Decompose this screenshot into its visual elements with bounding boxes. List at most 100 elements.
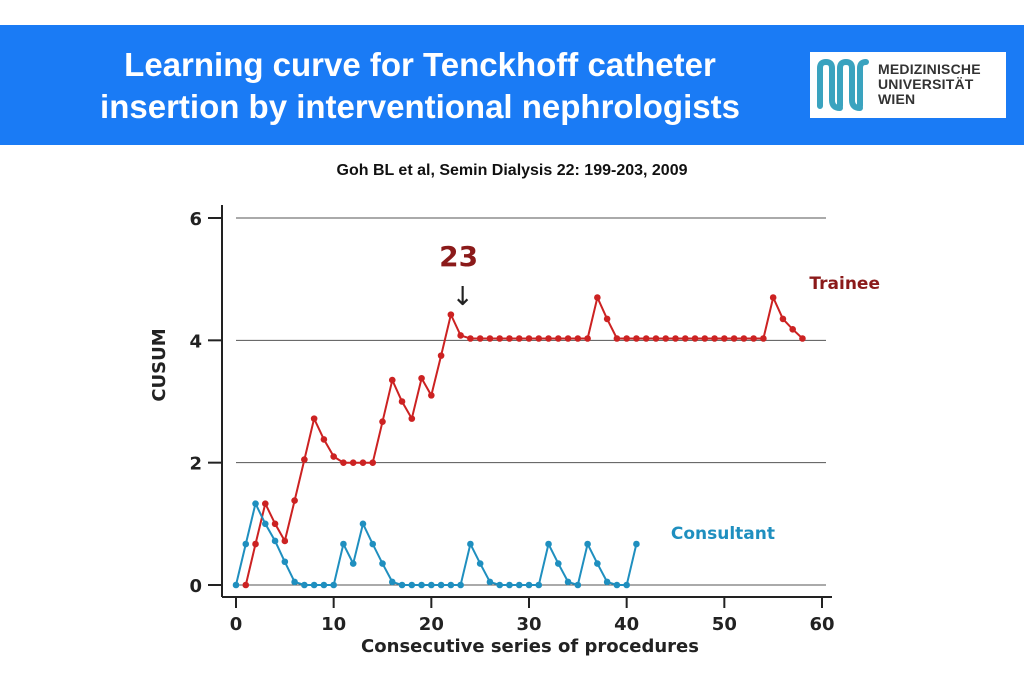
data-point (603, 578, 611, 586)
data-point (613, 581, 621, 589)
data-point (447, 311, 455, 318)
data-point (457, 332, 464, 339)
data-point (281, 537, 289, 545)
data-point (603, 315, 611, 323)
data-point (525, 335, 533, 342)
data-point (320, 436, 328, 443)
data-point (525, 581, 533, 589)
x-tick-label: 0 (230, 614, 243, 635)
series-line (235, 500, 638, 587)
y-tick-label: 2 (189, 454, 202, 475)
data-point (730, 335, 738, 342)
logo-line-3: WIEN (878, 91, 916, 107)
data-point (564, 578, 572, 586)
data-point (310, 581, 318, 589)
data-point (701, 335, 709, 342)
data-point (594, 560, 601, 567)
series-line (244, 294, 804, 586)
data-point (291, 497, 298, 504)
data-point (535, 581, 543, 589)
trainee-label: Trainee (809, 274, 880, 294)
data-point (437, 581, 445, 589)
data-point (242, 540, 250, 548)
data-point (349, 560, 357, 567)
data-point (769, 294, 777, 301)
x-tick-label: 10 (321, 614, 346, 635)
data-point (418, 581, 425, 589)
data-point (623, 335, 630, 342)
logo-mark-icon (817, 58, 869, 111)
data-point (476, 560, 484, 567)
data-point (232, 581, 240, 589)
data-point (252, 500, 259, 507)
data-point (506, 581, 513, 589)
data-point (262, 500, 269, 507)
series-consultant (232, 500, 640, 589)
annotation-label: 23 (439, 240, 478, 273)
data-point (428, 392, 435, 399)
data-point (496, 581, 504, 589)
data-point (301, 456, 308, 463)
title-line-2: insertion by interventional nephrologist… (100, 88, 740, 125)
data-point (721, 335, 728, 342)
data-point (584, 335, 591, 342)
data-point (623, 581, 630, 589)
x-tick-label: 20 (419, 614, 444, 635)
data-point (340, 540, 347, 548)
data-point (398, 398, 406, 405)
data-point (379, 560, 386, 567)
citation: Goh BL et al, Semin Dialysis 22: 199-203… (336, 162, 688, 179)
data-point (662, 335, 670, 342)
data-point (398, 581, 406, 589)
data-point (740, 335, 748, 342)
annotation-arrow: ↓ (452, 282, 474, 312)
data-point (486, 335, 494, 342)
data-point (369, 540, 377, 548)
data-point (574, 581, 582, 589)
data-point (594, 294, 601, 301)
data-point (613, 335, 621, 342)
data-point (359, 459, 367, 466)
data-point (545, 335, 552, 342)
data-point (271, 520, 279, 528)
series-labels: Trainee Consultant (671, 274, 880, 544)
data-point (535, 335, 543, 342)
series-trainee (242, 294, 806, 589)
data-point (691, 335, 699, 342)
data-point (711, 335, 718, 342)
data-point (271, 537, 279, 545)
data-point (750, 335, 757, 342)
data-point (799, 335, 806, 342)
x-tick-label: 60 (809, 614, 834, 635)
data-point (291, 578, 298, 586)
slide-title: Learning curve for Tenckhoff catheter in… (40, 44, 800, 128)
logo-line-1: MEDIZINISCHE (878, 61, 981, 77)
data-point (760, 335, 767, 342)
data-point (476, 335, 484, 342)
logo-line-2: UNIVERSITÄT (878, 76, 974, 92)
data-point (262, 520, 269, 528)
y-tick-label: 6 (189, 209, 202, 230)
y-axis-label: CUSUM (149, 328, 170, 401)
x-axis-label: Consecutive series of procedures (361, 636, 699, 657)
x-tick-label: 40 (614, 614, 639, 635)
data-point (242, 581, 250, 589)
data-point (428, 581, 435, 589)
data-point (555, 335, 562, 342)
data-point (672, 335, 679, 342)
data-point (388, 578, 396, 586)
consultant-label: Consultant (671, 524, 775, 544)
data-point (408, 415, 416, 422)
data-point (486, 578, 494, 586)
data-point (437, 352, 445, 359)
y-tick-label: 4 (189, 331, 202, 352)
data-point (310, 415, 318, 422)
x-tick-label: 50 (712, 614, 737, 635)
data-point (408, 581, 416, 589)
data-point (584, 540, 591, 548)
data-point (359, 520, 367, 528)
data-point (652, 335, 660, 342)
data-point (379, 418, 386, 425)
